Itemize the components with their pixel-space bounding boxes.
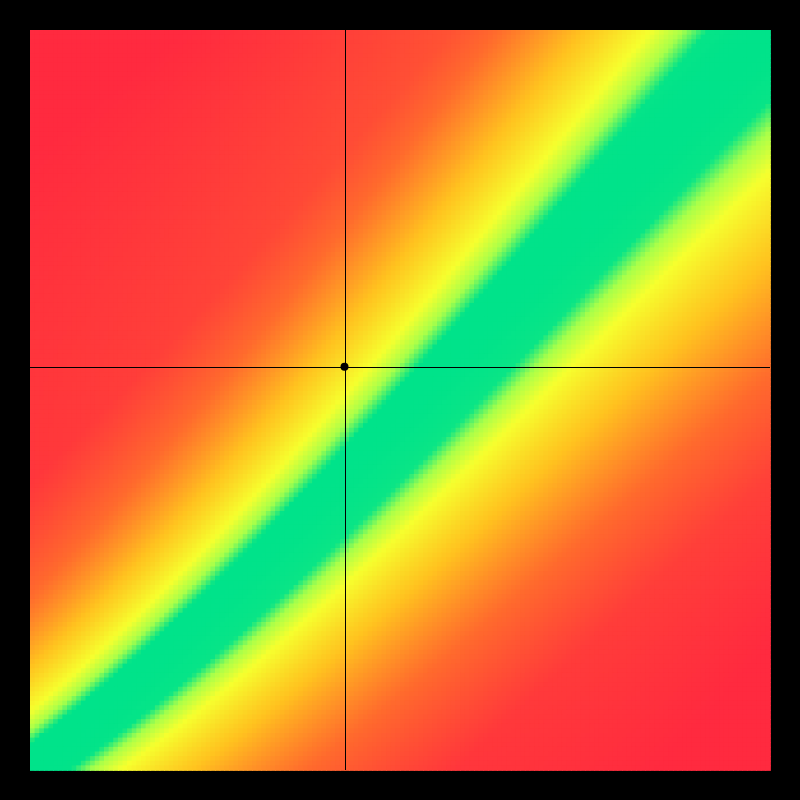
bottleneck-heatmap <box>0 0 800 800</box>
